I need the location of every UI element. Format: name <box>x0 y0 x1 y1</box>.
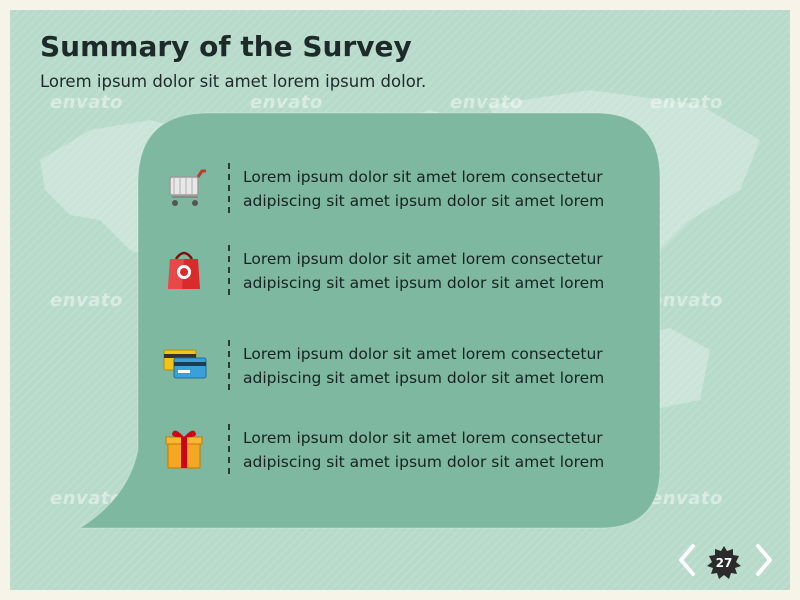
shopping-bag-icon <box>168 251 200 289</box>
item-line: adipiscing sit amet ipsum dolor sit amet… <box>243 274 605 292</box>
item-line: Lorem ipsum dolor sit amet lorem consect… <box>243 250 603 268</box>
page-number: 27 <box>715 556 733 570</box>
watermark: envato <box>50 290 123 311</box>
list-item: Lorem ipsum dolor sit amet lorem consect… <box>160 245 640 303</box>
next-slide-button[interactable] <box>752 542 776 578</box>
list-item: Lorem ipsum dolor sit amet lorem consect… <box>160 163 640 221</box>
gift-box-icon <box>165 430 203 469</box>
dashed-divider <box>228 163 230 213</box>
dashed-divider <box>228 424 230 474</box>
chevron-left-icon <box>679 544 695 576</box>
item-line: Lorem ipsum dolor sit amet lorem consect… <box>243 429 603 447</box>
item-line: Lorem ipsum dolor sit amet lorem consect… <box>243 168 603 186</box>
dashed-divider <box>228 245 230 295</box>
speech-bubble <box>78 112 661 529</box>
shopping-cart-icon <box>169 169 206 206</box>
credit-cards-icon <box>163 349 207 379</box>
item-line: adipiscing sit amet ipsum dolor sit amet… <box>243 453 605 471</box>
page-title: Summary of the Survey <box>40 30 412 63</box>
list-item: Lorem ipsum dolor sit amet lorem consect… <box>160 340 640 398</box>
watermark: envato <box>650 92 723 113</box>
chevron-right-icon <box>756 544 772 576</box>
page-subtitle: Lorem ipsum dolor sit amet lorem ipsum d… <box>40 72 427 91</box>
page-badge <box>707 546 741 579</box>
watermark: envato <box>50 488 123 509</box>
item-text: Lorem ipsum dolor sit amet lorem consect… <box>243 426 643 474</box>
watermark: envato <box>50 92 123 113</box>
list-item: Lorem ipsum dolor sit amet lorem consect… <box>160 424 640 482</box>
item-text: Lorem ipsum dolor sit amet lorem consect… <box>243 342 643 390</box>
item-line: adipiscing sit amet ipsum dolor sit amet… <box>243 369 605 387</box>
item-line: Lorem ipsum dolor sit amet lorem consect… <box>243 345 603 363</box>
previous-slide-button[interactable] <box>675 542 699 578</box>
dashed-divider <box>228 340 230 390</box>
watermark: envato <box>650 488 723 509</box>
item-text: Lorem ipsum dolor sit amet lorem consect… <box>243 247 643 295</box>
item-line: adipiscing sit amet ipsum dolor sit amet… <box>243 192 605 210</box>
item-text: Lorem ipsum dolor sit amet lorem consect… <box>243 165 643 213</box>
watermark: envato <box>450 92 523 113</box>
watermark: envato <box>250 92 323 113</box>
slide: envato envato envato envato envato envat… <box>10 10 790 590</box>
watermark: envato <box>650 290 723 311</box>
